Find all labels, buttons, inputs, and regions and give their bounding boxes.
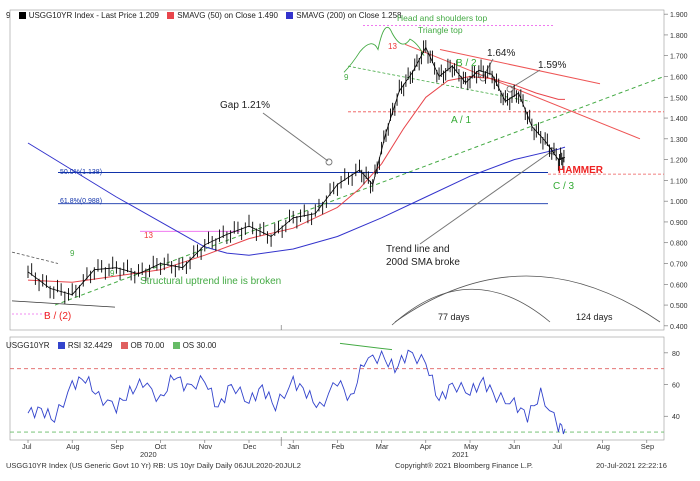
x-tick-label: Aug	[597, 442, 610, 451]
y-tick-label: 1.500	[670, 95, 688, 102]
x-tick-label: Sep	[641, 442, 654, 451]
y-tick-label: 1.300	[670, 137, 688, 144]
trend-broke-arrow	[419, 150, 553, 245]
rsi-y-tick-label: 80	[672, 351, 680, 358]
x-tick-label: Mar	[376, 442, 389, 451]
structural-uptrend-label: Structural uptrend line is broken	[140, 276, 281, 287]
triangle-upper-line	[404, 43, 641, 140]
y-tick-label: 1.100	[670, 178, 688, 185]
cycle-arc-124	[394, 275, 661, 323]
ob-label: OB 70.00	[130, 341, 165, 350]
y-tick-label: 1.900	[670, 12, 688, 19]
price-legend: 9 USGG10YR Index - Last Price 1.209 SMAV…	[6, 11, 402, 20]
fib50-label: 50.0%(1.138)	[60, 169, 102, 176]
fib618-label: 61.8%(0.988)	[60, 198, 102, 205]
hs-pattern-outline	[343, 26, 425, 73]
y-tick-label: 0.600	[670, 282, 688, 289]
x-tick-label: Jul	[22, 442, 32, 451]
triangle-line2	[439, 48, 601, 85]
y-tick-label: 1.400	[670, 116, 688, 123]
pct164-annotation: 1.64%	[487, 48, 515, 59]
legend-index-label: USGG10YR Index - Last Price 1.209	[28, 11, 159, 20]
hs-top-annotation: Head and shoulders top	[397, 13, 488, 23]
x-tick-label: Jan	[287, 442, 299, 451]
days124-label: 124 days	[576, 312, 613, 322]
x-tick-label: Jul	[552, 442, 562, 451]
wave-b2-label: B / 2	[456, 58, 477, 69]
trend-broke-line2: 200d SMA broke	[386, 257, 460, 268]
rsi-y-tick-label: 60	[672, 383, 680, 390]
os-swatch-icon	[172, 342, 180, 349]
y-tick-label: 0.500	[670, 303, 688, 310]
x-tick-label: Oct	[155, 442, 168, 451]
hammer-label: HAMMER	[558, 165, 604, 176]
wave-a1-label: A / 1	[451, 115, 471, 126]
support-line	[11, 300, 116, 308]
td13-b-label: 13	[388, 42, 397, 51]
wave-b-paren-label: B / (2)	[44, 311, 71, 322]
td9-a-label: 9	[70, 249, 75, 258]
os-label: OS 30.00	[182, 341, 217, 350]
footer-center: Copyright® 2021 Bloomberg Finance L.P.	[395, 461, 533, 470]
ob-swatch-icon	[120, 342, 128, 349]
sma200-swatch-icon	[286, 12, 294, 19]
triangle-top-annotation: Triangle top	[418, 25, 463, 35]
footer-right: 20-Jul-2021 22:22:16	[596, 461, 667, 470]
pct159-marker	[506, 85, 514, 93]
sma50-series-line	[27, 76, 565, 283]
rsi-value-label: RSI 32.4429	[67, 341, 113, 350]
gap-arrow	[262, 112, 329, 162]
footer-left: USGG10YR Index (US Generic Govt 10 Yr) R…	[6, 461, 301, 470]
x-tick-label: Aug	[66, 442, 79, 451]
y-tick-label: 1.000	[670, 199, 688, 206]
y-tick-label: 0.700	[670, 262, 688, 269]
x-tick-label: Nov	[199, 442, 213, 451]
rsi-legend: USGG10YR RSI 32.4429 OB 70.00 OS 30.00	[6, 341, 216, 350]
pct159-annotation: 1.59%	[538, 60, 566, 71]
td9-b-label: 9	[344, 73, 349, 82]
legend-prefix: 9	[6, 11, 11, 20]
price-panel-frame	[9, 9, 665, 331]
y-tick-label: 0.800	[670, 241, 688, 248]
days77-label: 77 days	[438, 312, 470, 322]
sma200-series-line	[27, 142, 566, 256]
y-tick-label: 0.400	[670, 324, 688, 331]
trend-broke-line1: Trend line and	[386, 244, 450, 255]
y-tick-label: 1.800	[670, 33, 688, 40]
x-tick-label: Jun	[508, 442, 520, 451]
td13-a-label: 13	[144, 231, 153, 240]
y-tick-label: 1.200	[670, 158, 688, 165]
rsi-divergence-line	[339, 342, 393, 351]
rsi-swatch-icon	[57, 342, 65, 349]
early-downtrend-line	[11, 251, 59, 264]
price-series-line	[27, 47, 566, 296]
y-tick-label: 1.700	[670, 54, 688, 61]
legend-sma200-label: SMAVG (200) on Close 1.258	[296, 11, 402, 20]
gap-annotation: Gap 1.21%	[220, 100, 270, 111]
sma50-swatch-icon	[167, 12, 175, 19]
x-tick-label: Feb	[331, 442, 344, 451]
rsi-panel-frame	[9, 336, 665, 441]
gap-marker	[325, 158, 333, 166]
legend-sma50-label: SMAVG (50) on Close 1.490	[177, 11, 279, 20]
x-tick-label: May	[464, 442, 478, 451]
cycle-arc-77	[391, 288, 551, 326]
price-swatch-icon	[18, 12, 26, 19]
hs-neckline	[347, 65, 531, 102]
td9-c-label: 9	[110, 269, 115, 278]
x-tick-label: Dec	[243, 442, 257, 451]
x-tick-label: Apr	[420, 442, 432, 451]
year-2021-label: 2021	[452, 450, 469, 459]
rsi-series-line	[27, 349, 566, 435]
rsi-y-tick-label: 40	[672, 414, 680, 421]
y-tick-label: 0.900	[670, 220, 688, 227]
year-2020-label: 2020	[140, 450, 157, 459]
x-tick-label: Sep	[110, 442, 123, 451]
y-tick-label: 1.600	[670, 74, 688, 81]
rsi-ticker: USGG10YR	[6, 341, 50, 350]
wave-c3-label: C / 3	[553, 181, 575, 192]
